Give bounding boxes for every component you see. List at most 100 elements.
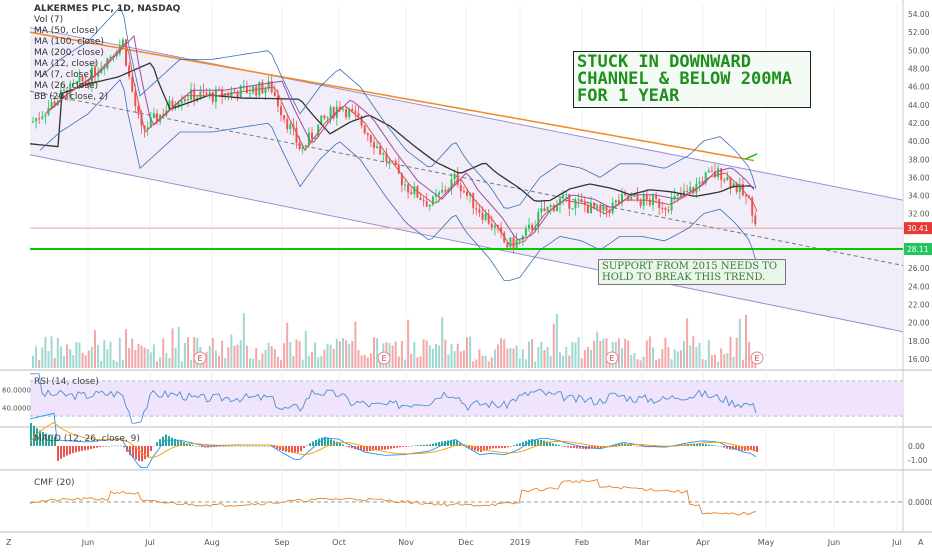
- volume-bar: [624, 338, 627, 368]
- volume-bar: [87, 350, 90, 368]
- candle: [515, 240, 518, 249]
- candle: [596, 205, 599, 209]
- volume-bar: [655, 360, 658, 368]
- last-price-label: 30.41: [907, 224, 929, 233]
- candle: [404, 184, 406, 186]
- candle: [565, 194, 568, 196]
- volume-bar: [627, 340, 630, 368]
- candle: [357, 113, 360, 117]
- macd-histogram-bar: [72, 446, 74, 454]
- candle: [295, 128, 298, 143]
- macd-histogram-bar: [384, 446, 386, 450]
- candle: [497, 225, 499, 228]
- volume-bar: [190, 359, 193, 368]
- volume-bar: [524, 359, 527, 368]
- macd-histogram-bar: [33, 425, 35, 446]
- macd-histogram-bar: [174, 438, 176, 446]
- volume-bar: [230, 334, 233, 368]
- volume-bar: [648, 336, 651, 368]
- candle: [382, 153, 385, 155]
- candle: [738, 184, 741, 193]
- cmf-label[interactable]: CMF (20): [34, 478, 75, 488]
- volume-bar: [738, 318, 741, 368]
- macd-histogram-bar: [249, 445, 251, 447]
- macd-histogram-bar: [159, 439, 161, 446]
- macd-histogram-bar: [489, 446, 491, 449]
- y-tick-label: 38.00: [908, 155, 930, 164]
- rsi-label[interactable]: RSI (14, close): [34, 377, 99, 387]
- candle: [735, 183, 738, 193]
- volume-bar: [707, 340, 710, 368]
- cmf-tick-label: 0.0000: [908, 498, 932, 507]
- volume-bar: [125, 329, 127, 368]
- volume-bar: [531, 339, 534, 368]
- macd-histogram-bar: [567, 446, 569, 448]
- candle: [577, 199, 580, 201]
- volume-bar: [137, 343, 140, 368]
- candle: [676, 193, 679, 196]
- volume-bar: [273, 349, 276, 368]
- candle: [345, 109, 348, 118]
- macd-histogram-bar: [594, 446, 596, 449]
- macd-histogram-bar: [81, 446, 83, 451]
- legend-item[interactable]: MA (100, close): [34, 37, 104, 47]
- macd-histogram-bar: [66, 446, 68, 456]
- macd-histogram-bar: [201, 446, 203, 448]
- macd-histogram-bar: [36, 428, 38, 446]
- legend-item[interactable]: BB (20, close, 2): [34, 92, 109, 102]
- legend-item[interactable]: MA (7, close): [34, 70, 93, 80]
- candle: [187, 98, 189, 100]
- volume-bar: [605, 338, 608, 368]
- volume-bar: [369, 353, 372, 368]
- rsi-line: [30, 373, 757, 424]
- macd-histogram-bar: [147, 446, 149, 458]
- macd-histogram-bar: [540, 439, 542, 446]
- macd-label[interactable]: MACD (12, 26, close, 9): [34, 434, 140, 444]
- macd-histogram-bar: [705, 444, 707, 446]
- macd-histogram-bar: [111, 445, 113, 447]
- ma200-line: [29, 31, 755, 162]
- macd-histogram-bar: [639, 446, 641, 447]
- candle: [270, 81, 273, 92]
- volume-bar: [565, 346, 568, 368]
- volume-bar: [679, 350, 682, 368]
- volume-bar: [580, 358, 583, 368]
- candle: [599, 205, 602, 211]
- volume-bar: [373, 337, 375, 368]
- volume-bar: [652, 347, 654, 368]
- legend-item[interactable]: MA (200, close): [34, 48, 104, 58]
- volume-bar: [329, 344, 332, 368]
- volume-bar: [41, 347, 44, 368]
- candle: [125, 39, 127, 66]
- candle: [462, 191, 465, 193]
- support-annotation[interactable]: SUPPORT FROM 2015 NEEDS TO HOLD TO BREAK…: [598, 259, 786, 285]
- legend-item[interactable]: MA (26, close): [34, 81, 99, 91]
- candle: [723, 179, 726, 181]
- volume-bar: [583, 349, 586, 368]
- volume-bar: [239, 340, 242, 368]
- volume-bar: [286, 322, 289, 368]
- volume-bar: [630, 354, 633, 368]
- volume-bar: [528, 341, 530, 368]
- legend-item[interactable]: Vol (7): [34, 15, 64, 25]
- candle: [332, 107, 335, 118]
- macd-histogram-bar: [297, 446, 299, 453]
- trend-annotation[interactable]: STUCK IN DOWNWARD CHANNEL & BELOW 200MA …: [573, 51, 811, 108]
- macd-histogram-bar: [213, 446, 215, 448]
- macd-histogram-bar: [288, 446, 290, 453]
- volume-bar: [701, 359, 704, 368]
- volume-bar: [301, 359, 304, 368]
- y-tick-label: 26.00: [908, 264, 930, 273]
- y-tick-label: 18.00: [908, 337, 930, 346]
- legend-item[interactable]: MA (50, close): [34, 26, 99, 36]
- candle: [425, 201, 428, 207]
- volume-bar: [484, 355, 487, 368]
- y-tick-label: 20.00: [908, 319, 930, 328]
- candle: [655, 195, 658, 199]
- macd-histogram-bar: [372, 446, 374, 451]
- legend-item[interactable]: MA (12, close): [34, 59, 99, 69]
- volume-bar: [245, 345, 248, 368]
- candle: [94, 67, 96, 77]
- macd-histogram-bar: [207, 446, 209, 448]
- macd-histogram-bar: [279, 446, 281, 451]
